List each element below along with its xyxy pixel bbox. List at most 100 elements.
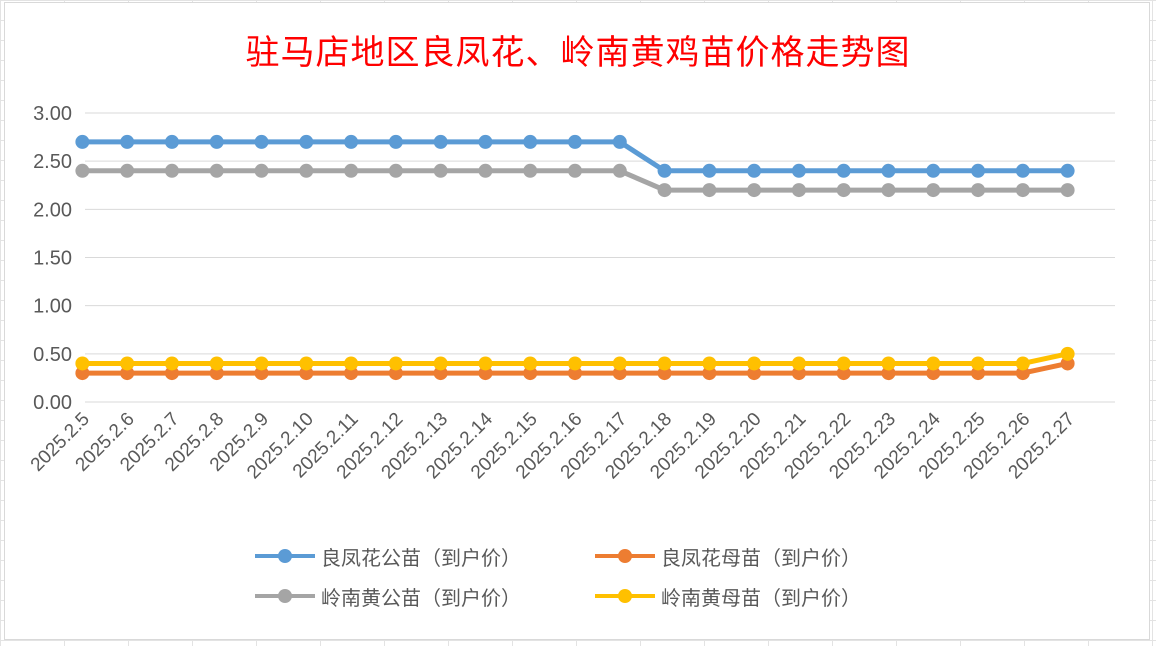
data-point — [75, 163, 90, 178]
legend-swatch-icon — [595, 549, 655, 563]
data-point — [344, 163, 359, 178]
data-point — [209, 356, 224, 371]
data-point — [75, 366, 90, 381]
legend-label: 良凤花母苗（到户价） — [661, 545, 861, 570]
data-point — [209, 163, 224, 178]
x-axis-ticks: 2025.2.52025.2.62025.2.72025.2.82025.2.9… — [27, 408, 1079, 483]
data-point — [344, 356, 359, 371]
data-point — [120, 163, 135, 178]
data-point — [702, 183, 717, 198]
y-axis-ticks: 0.00 0.50 1.00 1.50 2.00 2.50 3.00 — [33, 103, 72, 414]
data-point — [881, 366, 896, 381]
data-point — [971, 163, 986, 178]
data-point — [164, 356, 179, 371]
data-point — [926, 163, 941, 178]
data-point — [164, 134, 179, 149]
data-point — [75, 356, 90, 371]
data-point — [791, 183, 806, 198]
data-point — [1015, 183, 1030, 198]
data-point — [388, 163, 403, 178]
data-point — [433, 134, 448, 149]
data-point — [926, 356, 941, 371]
data-point — [388, 134, 403, 149]
data-point — [791, 366, 806, 381]
data-point — [971, 366, 986, 381]
data-point — [568, 356, 582, 371]
data-point — [702, 163, 717, 178]
y-tick-label: 0.00 — [33, 392, 72, 414]
legend-item-series-3[interactable]: 岭南黄母苗（到户价） — [595, 581, 925, 611]
data-point — [523, 134, 538, 149]
data-point — [344, 366, 359, 381]
data-point — [1060, 346, 1075, 361]
data-point — [254, 356, 269, 371]
data-point — [388, 356, 403, 371]
data-point — [702, 356, 717, 371]
data-point — [612, 366, 627, 381]
data-point — [791, 356, 806, 371]
y-tick-label: 3.00 — [33, 103, 72, 125]
y-tick-label: 2.00 — [33, 199, 72, 221]
data-point — [478, 356, 493, 371]
data-point — [523, 356, 538, 371]
data-point — [433, 366, 448, 381]
data-point — [568, 163, 582, 178]
y-tick-label: 2.50 — [33, 151, 72, 173]
gridlines — [85, 112, 1115, 403]
data-point — [299, 356, 314, 371]
legend-item-series-0[interactable]: 良凤花公苗（到户价） — [255, 541, 585, 571]
data-point — [478, 163, 493, 178]
legend-item-series-2[interactable]: 岭南黄公苗（到户价） — [255, 581, 585, 611]
data-point — [881, 183, 896, 198]
data-point — [791, 163, 806, 178]
data-point — [120, 356, 135, 371]
data-point — [75, 134, 90, 149]
y-tick-label: 1.50 — [33, 248, 72, 270]
data-point — [612, 134, 627, 149]
data-point — [478, 366, 493, 381]
data-point — [1060, 163, 1075, 178]
y-tick-label: 1.00 — [33, 296, 72, 318]
data-point — [747, 163, 762, 178]
data-point — [836, 366, 851, 381]
data-point — [926, 183, 941, 198]
data-point — [254, 163, 269, 178]
data-point — [971, 356, 986, 371]
data-point — [747, 366, 762, 381]
data-point — [299, 134, 314, 149]
data-point — [478, 134, 493, 149]
legend-swatch-icon — [255, 549, 315, 563]
series-lines — [75, 134, 1075, 381]
data-point — [1060, 356, 1075, 371]
legend-label: 岭南黄公苗（到户价） — [321, 585, 521, 610]
legend-swatch-icon — [595, 589, 655, 603]
data-point — [209, 366, 224, 381]
data-point — [299, 163, 314, 178]
chart-area[interactable]: 驻马店地区良凤花、岭南黄鸡苗价格走势图 0.00 0.50 1.00 1.50 2.00… — [4, 2, 1150, 640]
data-point — [1060, 183, 1075, 198]
data-point — [881, 163, 896, 178]
data-point — [299, 366, 314, 381]
data-point — [433, 356, 448, 371]
data-point — [926, 366, 941, 381]
data-point — [254, 366, 269, 381]
data-point — [747, 356, 762, 371]
y-tick-label: 0.50 — [33, 344, 72, 366]
data-point — [1015, 163, 1030, 178]
data-point — [164, 163, 179, 178]
data-point — [523, 366, 538, 381]
data-point — [657, 366, 672, 381]
data-point — [971, 183, 986, 198]
legend-item-series-1[interactable]: 良凤花母苗（到户价） — [595, 541, 925, 571]
data-point — [344, 134, 359, 149]
data-point — [836, 163, 851, 178]
data-point — [120, 366, 135, 381]
legend-label: 良凤花公苗（到户价） — [321, 545, 521, 570]
legend: 良凤花公苗（到户价） 良凤花母苗（到户价） 岭南黄公苗（到户价） 岭南黄母苗（到… — [255, 541, 935, 611]
data-point — [612, 356, 627, 371]
data-point — [657, 163, 672, 178]
data-point — [881, 356, 896, 371]
data-point — [1015, 356, 1030, 371]
data-point — [1015, 366, 1030, 381]
data-point — [209, 134, 224, 149]
